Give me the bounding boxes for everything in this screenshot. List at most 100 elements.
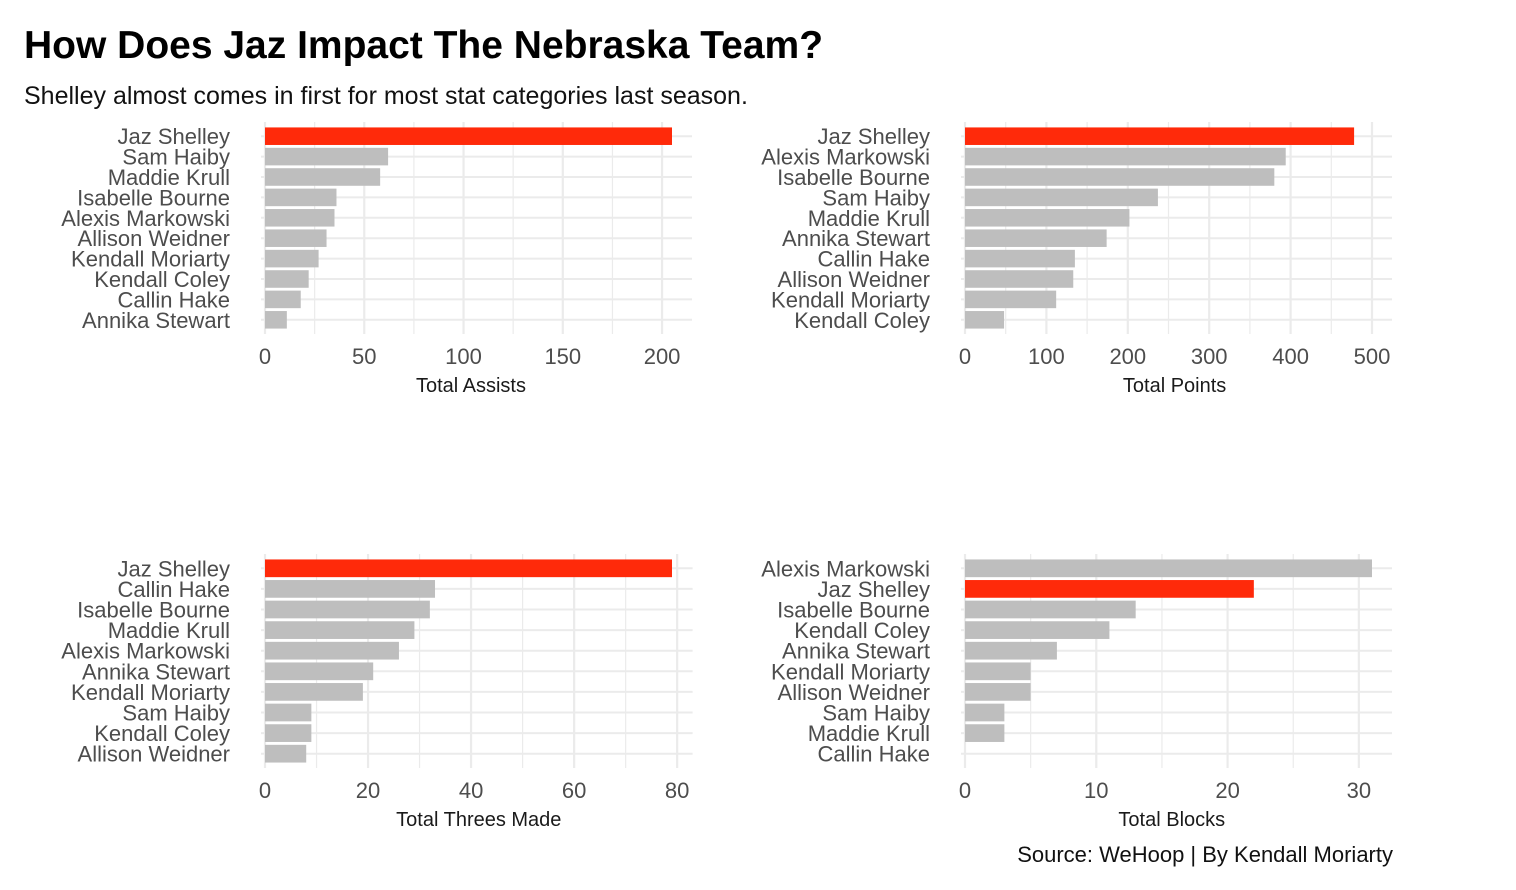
bar-isabelle-bourne (265, 600, 430, 619)
x-tick-label: 100 (445, 344, 482, 369)
bar-alexis-markowski (965, 559, 1372, 578)
category-label: Isabelle Bourne (77, 185, 230, 210)
category-label: Alexis Markowski (61, 639, 230, 664)
x-tick-label: 20 (1215, 778, 1239, 803)
bar-sam-haiby (265, 147, 389, 166)
bar-annika-stewart (965, 229, 1107, 247)
bar-kendall-coley (965, 621, 1110, 639)
category-label: Allison Weidner (78, 226, 230, 251)
category-label: Jaz Shelley (817, 577, 930, 602)
bar-sam-haiby (265, 703, 312, 722)
x-axis-title: Total Points (1123, 375, 1226, 397)
x-tick-label: 0 (959, 778, 971, 803)
category-label: Isabelle Bourne (777, 165, 930, 190)
category-label: Kendall Coley (794, 618, 930, 643)
bar-annika-stewart (265, 662, 374, 681)
category-label: Kendall Coley (94, 721, 230, 746)
bar-allison-weidner (965, 683, 1031, 701)
bar-maddie-krull (265, 168, 381, 186)
bar-callin-hake (965, 249, 1075, 268)
x-tick-label: 0 (259, 344, 271, 369)
x-tick-label: 0 (959, 344, 971, 369)
bar-alexis-markowski (965, 147, 1286, 166)
bar-jaz-shelley (965, 580, 1254, 598)
bar-allison-weidner (265, 229, 327, 247)
x-tick-label: 200 (1109, 344, 1146, 369)
category-label: Callin Hake (118, 577, 231, 602)
x-tick-label: 20 (356, 778, 380, 803)
x-tick-label: 50 (352, 344, 376, 369)
bar-maddie-krull (965, 724, 1005, 742)
x-tick-label: 300 (1191, 344, 1228, 369)
category-label: Callin Hake (818, 742, 931, 767)
category-label: Isabelle Bourne (777, 598, 930, 623)
bar-alexis-markowski (265, 209, 335, 227)
bar-allison-weidner (965, 270, 1074, 288)
bar-kendall-coley (265, 724, 312, 742)
category-label: Jaz Shelley (117, 124, 230, 149)
category-label: Kendall Moriarty (771, 659, 930, 684)
category-label: Annika Stewart (782, 639, 930, 664)
bar-isabelle-bourne (265, 188, 337, 207)
x-tick-label: 0 (259, 778, 271, 803)
x-tick-label: 400 (1272, 344, 1309, 369)
category-label: Sam Haiby (822, 185, 930, 210)
bar-kendall-coley (965, 311, 1005, 329)
category-label: Sam Haiby (122, 701, 230, 726)
bar-jaz-shelley (265, 559, 672, 578)
x-tick-label: 30 (1347, 778, 1371, 803)
category-label: Jaz Shelley (117, 556, 230, 581)
bar-isabelle-bourne (965, 600, 1136, 619)
x-tick-label: 40 (459, 778, 483, 803)
x-tick-label: 80 (665, 778, 689, 803)
category-label: Allison Weidner (778, 267, 930, 292)
category-label: Jaz Shelley (817, 124, 930, 149)
x-tick-label: 10 (1084, 778, 1108, 803)
bar-sam-haiby (965, 703, 1005, 722)
bar-maddie-krull (265, 621, 415, 639)
category-label: Maddie Krull (808, 721, 930, 746)
bar-kendall-moriarty (965, 290, 1057, 309)
category-label: Kendall Coley (94, 267, 230, 292)
category-label: Alexis Markowski (761, 556, 930, 581)
category-label: Kendall Moriarty (771, 287, 930, 312)
bar-allison-weidner (265, 744, 307, 763)
bar-alexis-markowski (265, 641, 399, 660)
x-axis-title: Total Threes Made (396, 809, 561, 831)
x-tick-label: 500 (1354, 344, 1391, 369)
bar-annika-stewart (265, 311, 287, 329)
category-label: Annika Stewart (82, 308, 230, 333)
page-subtitle: Shelley almost comes in first for most s… (24, 82, 748, 110)
category-label: Sam Haiby (122, 145, 230, 170)
x-axis-title: Total Assists (416, 375, 526, 397)
bar-kendall-moriarty (265, 249, 319, 268)
source-caption: Source: WeHoop | By Kendall Moriarty (1017, 842, 1393, 867)
category-label: Kendall Moriarty (71, 247, 230, 272)
bar-kendall-moriarty (965, 662, 1031, 681)
category-label: Callin Hake (818, 247, 931, 272)
category-label: Kendall Coley (794, 308, 930, 333)
page-title: How Does Jaz Impact The Nebraska Team? (24, 24, 824, 67)
category-label: Allison Weidner (778, 680, 930, 705)
bar-kendall-moriarty (265, 683, 363, 701)
bar-maddie-krull (965, 209, 1130, 227)
category-label: Maddie Krull (808, 206, 930, 231)
bar-callin-hake (265, 290, 301, 309)
category-label: Kendall Moriarty (71, 680, 230, 705)
category-label: Alexis Markowski (61, 206, 230, 231)
bar-annika-stewart (965, 641, 1057, 660)
category-label: Maddie Krull (108, 165, 230, 190)
x-tick-label: 150 (544, 344, 581, 369)
bar-jaz-shelley (265, 127, 672, 145)
category-label: Callin Hake (118, 287, 231, 312)
category-label: Alexis Markowski (761, 145, 930, 170)
category-label: Isabelle Bourne (77, 598, 230, 623)
bar-sam-haiby (965, 188, 1158, 207)
x-tick-label: 100 (1028, 344, 1065, 369)
category-label: Allison Weidner (78, 742, 230, 767)
